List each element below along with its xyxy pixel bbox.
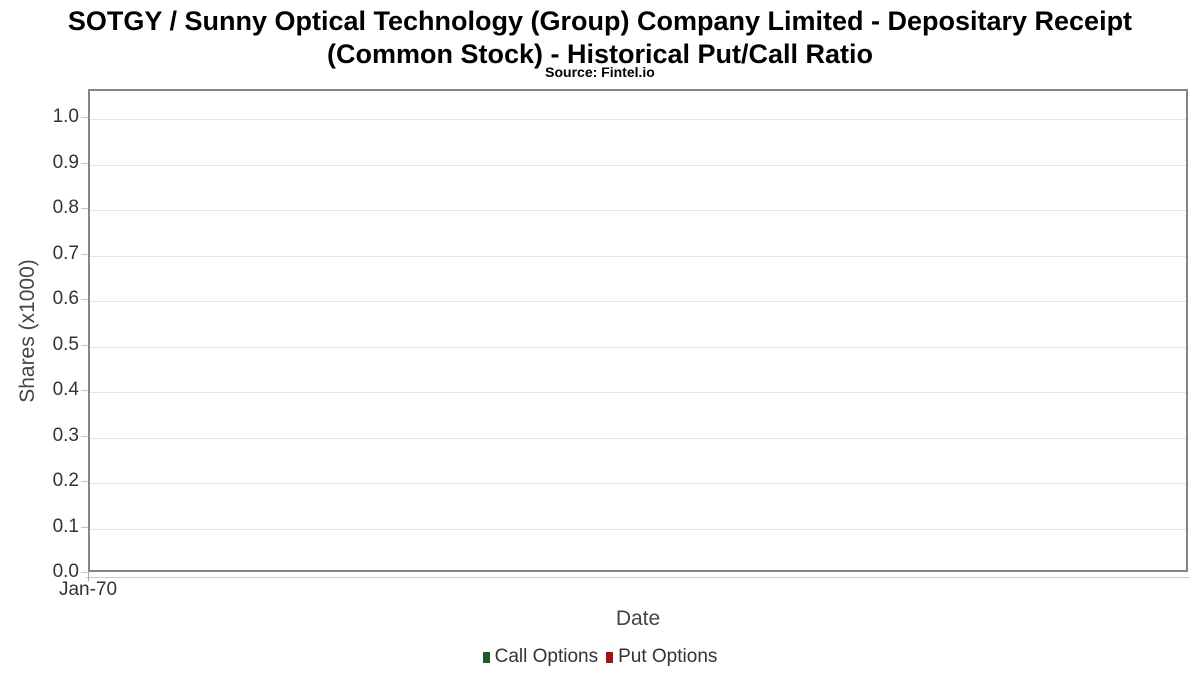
- y-tick-label: 0.3: [52, 424, 79, 446]
- legend: Call Options Put Options: [0, 646, 1200, 668]
- y-tick-label: 0.2: [52, 470, 79, 491]
- y-gridline: [90, 346, 1186, 348]
- y-gridline: [90, 210, 1186, 211]
- y-tick-label: 0.8: [52, 197, 79, 218]
- y-gridline: [90, 528, 1186, 530]
- chart-title-line2: (Common Stock) - Historical Put/Call Rat…: [326, 39, 874, 69]
- y-axis-title: Shares (x1000): [16, 259, 39, 403]
- x-tick-mark: [88, 572, 89, 581]
- y-gridline: [90, 392, 1186, 393]
- y-tick-mark: [81, 344, 88, 346]
- y-gridline: [90, 164, 1186, 166]
- y-tick-mark: [81, 299, 88, 300]
- y-tick-label: 0.1: [52, 515, 79, 537]
- y-tick-label: 1.0: [52, 106, 79, 127]
- put-options-swatch-icon: [606, 651, 614, 663]
- y-tick-label: 0.9: [52, 151, 79, 173]
- y-tick-label: 0.4: [52, 379, 79, 400]
- y-tick-mark: [81, 526, 88, 528]
- y-tick-mark: [81, 572, 88, 573]
- y-gridline: [90, 119, 1186, 120]
- y-gridline: [90, 483, 1186, 484]
- y-tick-label: 0.7: [52, 242, 79, 264]
- plot-area: [88, 89, 1188, 572]
- x-tick-label: Jan-70: [58, 579, 118, 600]
- chart-subtitle: Source: Fintel.io: [545, 64, 655, 80]
- y-tick-label: 0.5: [52, 333, 79, 355]
- call-options-swatch-icon: [482, 651, 490, 663]
- y-tick-mark: [81, 253, 88, 255]
- legend-label: Put Options: [618, 646, 718, 667]
- y-tick-mark: [81, 435, 88, 437]
- y-tick-mark: [81, 481, 88, 482]
- legend-item-put-options[interactable]: Put Options: [606, 646, 717, 668]
- y-tick-label: 0.0: [52, 561, 79, 582]
- y-gridline: [90, 255, 1186, 257]
- chart-title: SOTGY / Sunny Optical Technology (Group)…: [0, 5, 1200, 71]
- y-gridline: [90, 437, 1186, 439]
- y-tick-mark: [81, 390, 88, 391]
- x-axis-title: Date: [615, 607, 661, 630]
- chart-title-line1: SOTGY / Sunny Optical Technology (Group)…: [67, 6, 1133, 36]
- x-axis-line: [86, 577, 1190, 578]
- legend-label: Call Options: [494, 646, 599, 667]
- y-tick-mark: [81, 117, 88, 118]
- y-tick-label: 0.6: [52, 288, 79, 309]
- y-tick-mark: [81, 162, 88, 164]
- y-tick-mark: [81, 208, 88, 209]
- y-gridline: [90, 301, 1186, 302]
- legend-item-call-options[interactable]: Call Options: [482, 646, 599, 668]
